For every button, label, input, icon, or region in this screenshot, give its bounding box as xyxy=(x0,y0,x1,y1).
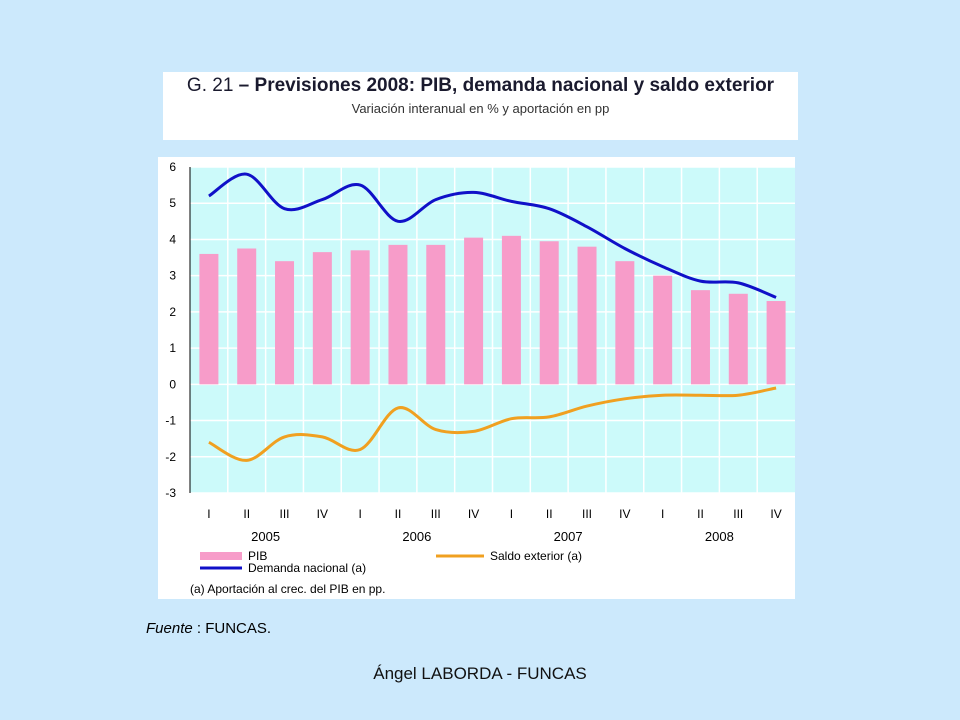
bar-pib xyxy=(577,246,597,385)
x-tick-label: IV xyxy=(468,507,479,521)
footer-author: Ángel LABORDA - FUNCAS xyxy=(373,664,587,683)
chart-title-main: – Previsiones 2008: PIB, demanda naciona… xyxy=(238,75,775,96)
bar-pib xyxy=(464,237,484,385)
legend-label-pib: PIB xyxy=(248,549,267,563)
legend-swatch-pib xyxy=(200,552,242,560)
x-tick-label: III xyxy=(733,507,743,521)
y-tick-label: -1 xyxy=(165,414,176,428)
x-tick-label: III xyxy=(431,507,441,521)
y-tick-label: 4 xyxy=(169,232,176,246)
line-saldo-exterior xyxy=(208,386,777,462)
x-tick-label: IV xyxy=(770,507,781,521)
x-tick-label: IV xyxy=(317,507,328,521)
y-tick-label: 6 xyxy=(169,160,176,174)
x-tick-label: III xyxy=(582,507,592,521)
x-tick-label: I xyxy=(358,507,361,521)
legend-label-saldo: Saldo exterior (a) xyxy=(490,549,582,563)
source-label: Fuente xyxy=(146,620,193,637)
legend-label-demanda: Demanda nacional (a) xyxy=(248,561,366,575)
bar-pib xyxy=(388,244,408,385)
source-value: FUNCAS. xyxy=(205,620,272,637)
chart-title-box: G. 21 – Previsiones 2008: PIB, demanda n… xyxy=(163,72,798,140)
legend-note: (a) Aportación al crec. del PIB en pp. xyxy=(190,582,385,596)
chart-subtitle: Variación interanual en % y aportación e… xyxy=(351,101,610,116)
bar-pib xyxy=(312,252,332,385)
bar-pib xyxy=(653,275,673,385)
y-tick-label: 3 xyxy=(169,269,176,283)
year-label: 2005 xyxy=(251,529,280,544)
year-label: 2007 xyxy=(554,529,583,544)
bar-pib xyxy=(690,290,710,385)
x-tick-label: III xyxy=(280,507,290,521)
bar-pib xyxy=(615,261,635,385)
line-demanda-nacional xyxy=(208,172,777,299)
x-tick-label: I xyxy=(207,507,210,521)
x-tick-label: II xyxy=(395,507,402,521)
y-tick-label: 5 xyxy=(169,196,176,210)
x-tick-label: II xyxy=(546,507,553,521)
bar-pib xyxy=(199,253,219,385)
year-label: 2006 xyxy=(402,529,431,544)
x-tick-label: I xyxy=(661,507,664,521)
y-tick-label: 2 xyxy=(169,305,176,319)
bar-pib xyxy=(426,244,446,385)
bar-pib xyxy=(237,248,257,385)
y-tick-label: -3 xyxy=(165,486,176,500)
bar-pib xyxy=(766,301,786,385)
x-tick-label: IV xyxy=(619,507,630,521)
year-label: 2008 xyxy=(705,529,734,544)
y-tick-label: 0 xyxy=(169,377,176,391)
x-tick-label: II xyxy=(243,507,250,521)
source-separator: : xyxy=(192,620,206,637)
bar-pib xyxy=(539,241,559,385)
bar-pib xyxy=(728,293,748,385)
x-tick-label: I xyxy=(510,507,513,521)
bar-pib xyxy=(350,250,370,385)
source-line: Fuente : FUNCAS. xyxy=(146,620,271,637)
chart-title: G. 21 – Previsiones 2008: PIB, demanda n… xyxy=(163,75,798,97)
bar-pib xyxy=(501,235,521,385)
y-tick-label: 1 xyxy=(169,341,176,355)
chart-title-prefix: G. 21 xyxy=(186,75,239,96)
x-tick-label: II xyxy=(697,507,704,521)
y-tick-label: -2 xyxy=(165,450,176,464)
chart-panel: 6 5 4 3 2 1 0 -1 -2 -3 I II III IV I II III IV I II III IV I II… xyxy=(158,157,795,599)
bar-pib xyxy=(275,261,295,385)
